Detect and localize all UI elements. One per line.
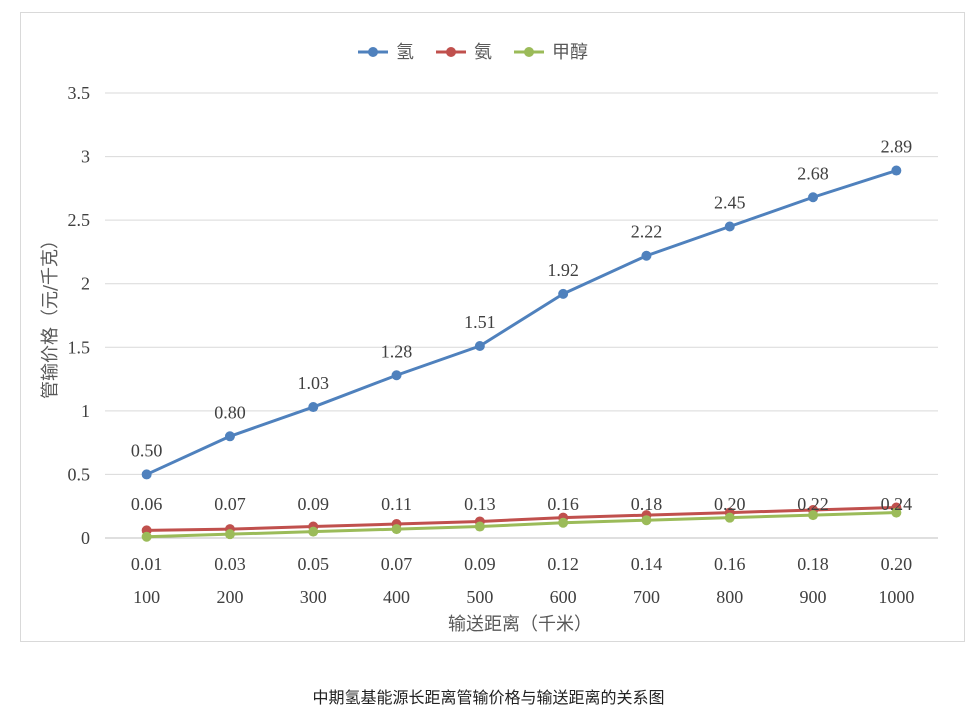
series-line-1: [146, 505, 897, 532]
y-tick-labels: 0 0.5 1 1.5 2 2.5 3 3.5: [68, 83, 91, 548]
data-label: 0.80: [214, 402, 246, 422]
data-point: [308, 526, 319, 537]
y-tick-label: 0.5: [68, 464, 91, 484]
data-label: 0.18: [631, 494, 663, 514]
x-tick-label: 300: [300, 587, 327, 607]
x-tick-label: 900: [800, 587, 827, 607]
line-chart: 0 0.5 1 1.5 2 2.5 3 3.5 100 200 300 400 500 600 700 80…: [40, 42, 938, 635]
data-label: 0.09: [298, 494, 330, 514]
x-tick-label: 1000: [878, 587, 914, 607]
series-line-2: [146, 511, 897, 539]
data-label: 0.20: [881, 554, 913, 574]
x-tick-label: 400: [383, 587, 410, 607]
figure-caption: 中期氢基能源长距离管输价格与输送距离的关系图: [312, 688, 665, 707]
data-point: [308, 402, 319, 413]
data-label: 0.11: [381, 494, 412, 514]
data-label: 0.16: [547, 494, 579, 514]
data-point: [391, 370, 402, 381]
x-tick-label: 200: [216, 587, 243, 607]
data-label: 1.28: [381, 341, 413, 361]
x-tick-label: 600: [550, 587, 577, 607]
data-label: 0.09: [464, 554, 496, 574]
legend-label: 氨: [474, 42, 492, 63]
data-label: 2.68: [797, 163, 829, 183]
x-tick-label: 500: [466, 587, 493, 607]
data-point: [558, 288, 569, 299]
y-tick-label: 0: [81, 528, 90, 548]
data-point: [391, 524, 402, 535]
data-point: [891, 507, 902, 518]
legend-marker: [368, 47, 378, 57]
data-label: 0.18: [797, 554, 829, 574]
legend: 氢 氨 甲醇: [358, 42, 588, 63]
data-point: [474, 521, 485, 532]
x-tick-labels: 100 200 300 400 500 600 700 800 900 1000: [133, 587, 914, 607]
data-point: [641, 515, 652, 526]
data-point: [891, 165, 902, 176]
y-tick-label: 1.5: [68, 337, 91, 357]
series-line-0: [146, 169, 897, 476]
legend-label: 氢: [396, 42, 414, 63]
x-tick-label: 700: [633, 587, 660, 607]
data-label: 0.12: [547, 554, 579, 574]
data-point: [724, 512, 735, 523]
data-label: 0.24: [881, 494, 913, 514]
data-labels: 0.50 0.80 1.03 1.28 1.51 1.92 2.22 2.45 2.68 2.89…: [131, 137, 912, 574]
data-label: 0.20: [714, 494, 746, 514]
y-tick-label: 3.5: [68, 83, 91, 103]
data-label: 0.16: [714, 554, 746, 574]
gridlines: [105, 92, 938, 539]
data-point: [641, 250, 652, 261]
data-label: 2.45: [714, 193, 746, 213]
y-tick-label: 2.5: [68, 210, 91, 230]
data-point: [474, 341, 485, 352]
data-label: 0.14: [631, 554, 663, 574]
data-label: 0.50: [131, 440, 163, 460]
data-label: 1.51: [464, 312, 496, 332]
y-tick-label: 1: [81, 401, 90, 421]
data-label: 0.13: [464, 494, 496, 514]
data-label: 0.07: [381, 554, 413, 574]
data-label: 1.03: [298, 373, 330, 393]
data-label: 0.07: [214, 494, 246, 514]
y-tick-label: 2: [81, 274, 90, 294]
y-tick-label: 3: [81, 147, 90, 167]
data-label: 1.92: [547, 260, 579, 280]
data-label: 0.05: [298, 554, 330, 574]
x-tick-label: 100: [133, 587, 160, 607]
data-label: 2.22: [631, 222, 663, 242]
data-point: [558, 517, 569, 528]
data-point: [224, 431, 235, 442]
y-axis-title: 管输价格（元/千克）: [40, 231, 61, 399]
data-label: 0.03: [214, 554, 246, 574]
data-label: 2.89: [881, 137, 913, 157]
data-label: 0.22: [797, 494, 829, 514]
data-point: [224, 529, 235, 540]
series-lines: [141, 165, 902, 542]
data-point: [724, 221, 735, 232]
data-point: [808, 192, 819, 203]
legend-marker: [524, 47, 534, 57]
data-point: [141, 469, 152, 480]
data-point: [808, 510, 819, 521]
data-label: 0.01: [131, 554, 163, 574]
x-tick-label: 800: [716, 587, 743, 607]
legend-marker: [446, 47, 456, 57]
data-point: [141, 531, 152, 542]
data-label: 0.06: [131, 494, 163, 514]
legend-label: 甲醇: [552, 42, 588, 63]
chart-frame: [20, 12, 965, 642]
x-axis-title: 输送距离（千米）: [448, 614, 592, 635]
